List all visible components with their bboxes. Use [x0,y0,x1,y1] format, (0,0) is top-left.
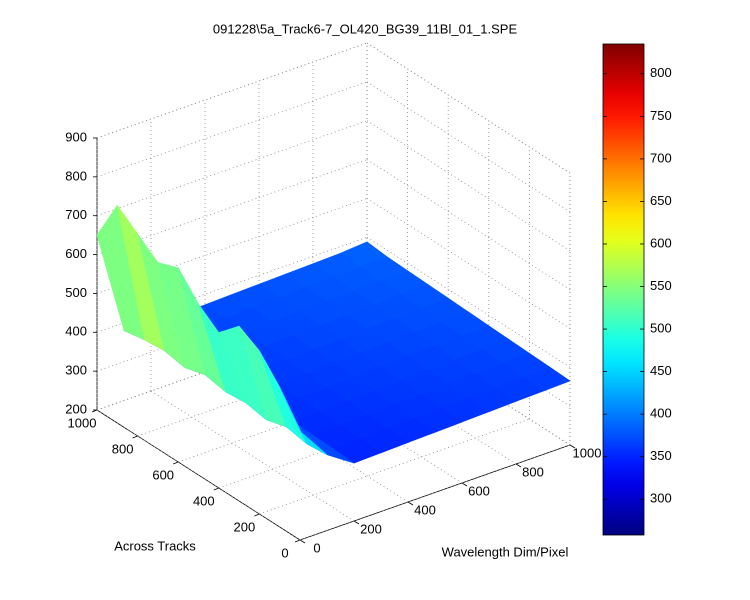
y-tick [254,513,260,517]
y-tick-label: 0 [281,545,288,560]
z-tick-label: 500 [65,285,87,300]
x-tick-label: 1000 [573,445,602,460]
grid-line [366,42,571,174]
x-tick-label: 200 [360,521,382,536]
colorbar-tick-label: 800 [650,65,672,80]
colorbar [602,43,645,536]
grid-line [366,159,571,290]
y-tick-label: 200 [234,519,256,534]
x-tick [407,501,414,506]
z-tick-label: 800 [65,168,87,183]
grid-line [366,81,571,213]
chart-title: 091228\5a_Track6-7_OL420_BG39_11Bl_01_1.… [213,21,518,36]
y-tick [132,435,138,439]
x-tick [299,539,306,544]
y-tick [173,461,179,465]
y-tick-label: 800 [112,441,134,456]
colorbar-tick-label: 400 [650,406,672,421]
colorbar-tick-label: 300 [650,491,672,506]
x-tick-label: 600 [468,483,490,498]
grid-line [366,236,571,368]
y-tick [294,539,301,543]
z-tick-label: 900 [65,129,87,144]
x-tick [461,482,468,487]
grid-line [96,42,368,139]
y-tick [213,487,219,491]
grid-line [150,390,355,522]
y-tick-label: 1000 [68,415,97,430]
x-tick [515,463,522,468]
grid-line [96,409,301,541]
z-tick-label: 700 [65,207,87,222]
colorbar-tick-label: 450 [650,363,672,378]
grid-line [366,120,571,252]
y-axis-label: Across Tracks [114,538,196,553]
colorbar-tick-label: 500 [650,321,672,336]
colorbar-tick-label: 650 [650,193,672,208]
axis-edge [299,444,571,541]
surface-patch [279,386,328,455]
colorbar-tick-label: 750 [650,108,672,123]
grid-line [96,120,368,217]
colorbar-tick-label: 600 [650,235,672,250]
grid-line [366,198,571,329]
colorbar-tick-label: 350 [650,448,672,463]
grid-line [96,81,368,178]
box-edge [96,42,368,139]
x-tick [353,520,360,525]
y-tick-label: 400 [193,493,215,508]
z-tick-label: 300 [65,363,87,378]
z-tick-label: 600 [65,246,87,261]
x-axis-label: Wavelength Dim/Pixel [442,544,569,559]
x-tick-label: 800 [522,464,544,479]
colorbar-tick-label: 700 [650,150,672,165]
x-tick [569,444,576,449]
x-tick-label: 0 [313,540,320,555]
colorbar-tick-label: 550 [650,278,672,293]
x-tick-label: 400 [414,502,436,517]
z-tick-label: 400 [65,324,87,339]
y-tick-label: 600 [152,467,174,482]
z-tick-label: 200 [65,401,87,416]
